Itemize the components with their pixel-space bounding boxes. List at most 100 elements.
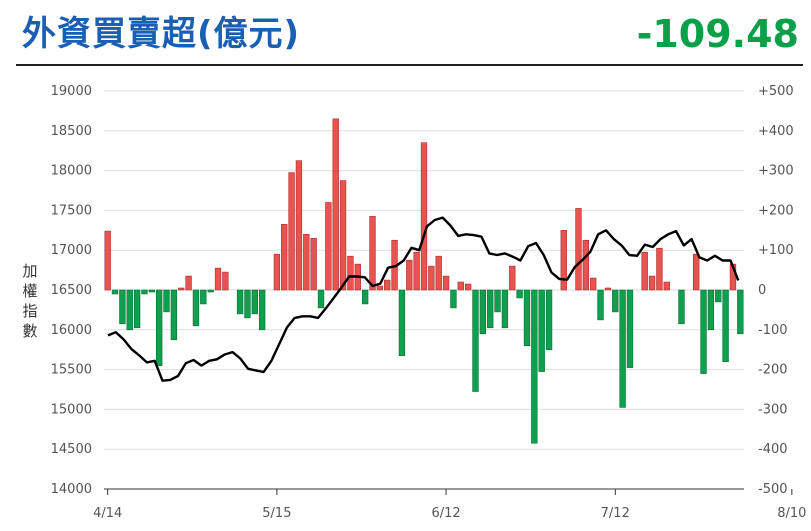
bar [722,289,729,362]
bar [398,289,406,356]
bar [281,224,288,291]
left-tick-label: 15500 [51,363,92,378]
y-axis-label: 指 [22,302,37,320]
header-divider [16,64,803,66]
bar [244,289,251,319]
bar [369,216,376,291]
bar [376,285,384,291]
bar [538,289,545,372]
bar [222,271,229,291]
bar [420,142,428,291]
right-tick-label: 0 [758,283,766,298]
left-tick-label: 17000 [51,243,92,258]
bar [442,275,450,291]
bar [656,247,663,291]
bar [472,289,479,392]
bar [361,289,369,305]
bar [545,289,553,351]
bar [516,289,523,299]
bar [104,230,111,291]
y-axis-label: 加 [22,262,37,280]
bar [133,289,141,329]
axes: 14000 14500 15000 15500 16000 16500 17000 17500… [22,84,806,521]
right-tick-label: -200 [758,363,788,378]
line-series [107,216,740,382]
right-tick-label: +300 [758,164,794,179]
bar [384,279,391,291]
bar [487,289,494,329]
index-line [107,216,740,382]
left-tick-label: 17500 [51,203,92,218]
bar [111,289,119,295]
bar [457,281,464,291]
y-axis-label: 數 [22,322,37,340]
bar [310,237,317,291]
bar [258,289,266,331]
bar [693,253,700,291]
bar [531,289,538,444]
bar [207,289,214,293]
x-tick-label: 5/15 [262,506,291,521]
bar [192,289,200,327]
bar [641,251,648,291]
bar [707,289,715,331]
bar [509,265,516,291]
bar [148,289,155,293]
right-tick-label: -500 [758,482,788,497]
bar [450,289,457,309]
x-tick-label: 6/12 [431,506,460,521]
right-tick-label: +200 [758,203,794,218]
bar [604,287,612,291]
bar [273,253,281,291]
bar [663,281,670,291]
bar [700,289,707,374]
bar [178,287,185,291]
bar [597,289,604,321]
y-axis-label: 權 [22,282,37,300]
bar [119,289,126,325]
bar [590,277,597,291]
bar [648,275,656,291]
bar [236,289,244,315]
right-tick-label: -400 [758,442,788,457]
bar [435,255,442,291]
bar [141,289,148,295]
left-tick-label: 16500 [51,283,92,298]
bar [612,289,619,313]
bar [251,289,258,315]
left-tick-label: 16000 [51,323,92,338]
bar [332,118,339,291]
bar [347,255,354,291]
left-tick-label: 19000 [51,84,92,99]
bar [560,230,567,291]
bar [678,289,685,325]
x-tick-label: 8/10 [777,506,806,521]
left-tick-label: 18000 [51,164,92,179]
bar [339,180,347,291]
bar [619,289,626,408]
bar [317,289,325,309]
right-tick-label: -300 [758,402,788,417]
left-tick-label: 14500 [51,442,92,457]
bar [303,233,310,291]
right-tick-label: -100 [758,323,788,338]
bar [428,265,435,291]
bar [494,289,501,313]
bar [406,259,413,291]
bar [582,239,590,291]
bar [523,289,531,347]
bar [200,289,207,305]
bar [737,289,744,335]
bar [156,289,163,366]
bar [501,289,509,329]
bar [413,251,420,291]
net-value: -109.48 [636,12,799,56]
bar [325,202,332,291]
bar [170,289,178,341]
x-tick-label: 4/14 [93,506,122,521]
right-tick-label: +500 [758,84,794,99]
bar [295,160,303,291]
bar [479,289,487,335]
bar-series [104,118,744,444]
